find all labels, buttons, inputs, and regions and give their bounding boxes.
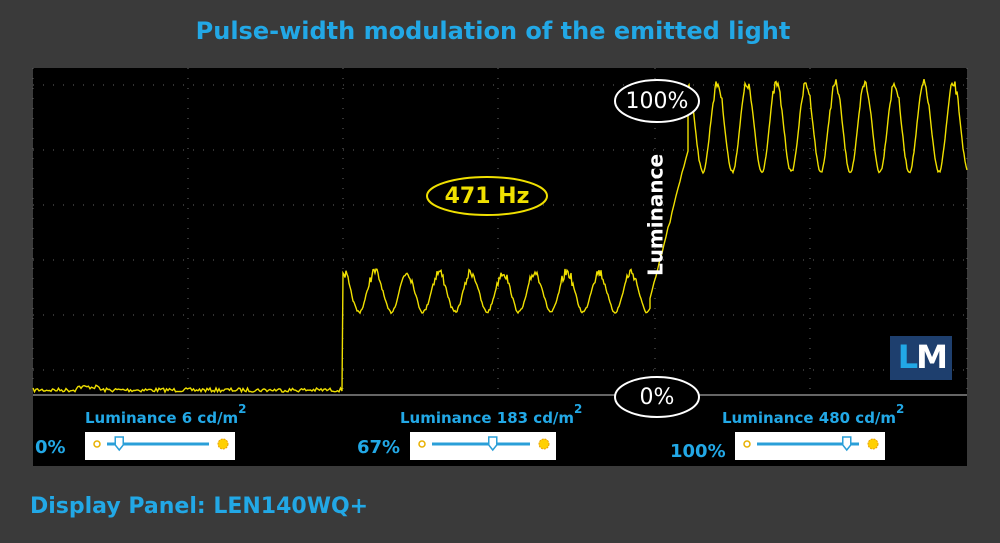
panel-superscript: 2: [238, 402, 246, 416]
min-ellipse: [614, 376, 700, 418]
frequency: 471 Hz: [445, 184, 530, 209]
bright-icon: [867, 438, 879, 450]
panels: Luminance 6 cd/m20%Luminance 183 cd/m267…: [35, 402, 904, 463]
slider-thumb: [842, 436, 852, 452]
footer: Display Panel: LEN140WQ+: [30, 494, 368, 519]
panel-label-text: Luminance 480 cd/m: [722, 409, 896, 427]
panel-level: 0%: [35, 437, 66, 458]
min-label: 0%: [640, 385, 675, 410]
max-ellipse: [614, 79, 700, 123]
panel-level: 100%: [670, 441, 726, 462]
slider-box: [410, 432, 556, 460]
panel-label-text: Luminance 6 cd/m: [85, 409, 238, 427]
dim-icon: [418, 440, 426, 448]
axis-label: Luminance: [644, 154, 668, 276]
logo-m: M: [916, 338, 948, 376]
scope-screen: [33, 68, 967, 466]
waveform: [32, 78, 968, 394]
slider-thumb: [488, 436, 498, 452]
bright-icon: [217, 438, 229, 450]
panel-label: Luminance 183 cd/m2: [400, 402, 582, 427]
logo-l: L: [898, 338, 918, 376]
max-label: 100%: [626, 89, 689, 114]
dim-icon: [93, 440, 101, 448]
panel-level: 67%: [357, 437, 400, 458]
slider-box: [85, 432, 235, 460]
waveforms: [32, 78, 968, 394]
frequency-ellipse: [426, 176, 548, 216]
panel-label-text: Luminance 183 cd/m: [400, 409, 574, 427]
panel-superscript: 2: [896, 402, 904, 416]
panel-label: Luminance 6 cd/m2: [85, 402, 247, 427]
logo-box: [890, 336, 952, 380]
panel-label: Luminance 480 cd/m2: [722, 402, 904, 427]
dim-icon: [743, 440, 751, 448]
bright-icon: [538, 438, 550, 450]
panel-superscript: 2: [574, 402, 582, 416]
title: Pulse-width modulation of the emitted li…: [196, 17, 791, 45]
slider-thumb: [114, 436, 124, 452]
slider-box: [735, 432, 885, 460]
